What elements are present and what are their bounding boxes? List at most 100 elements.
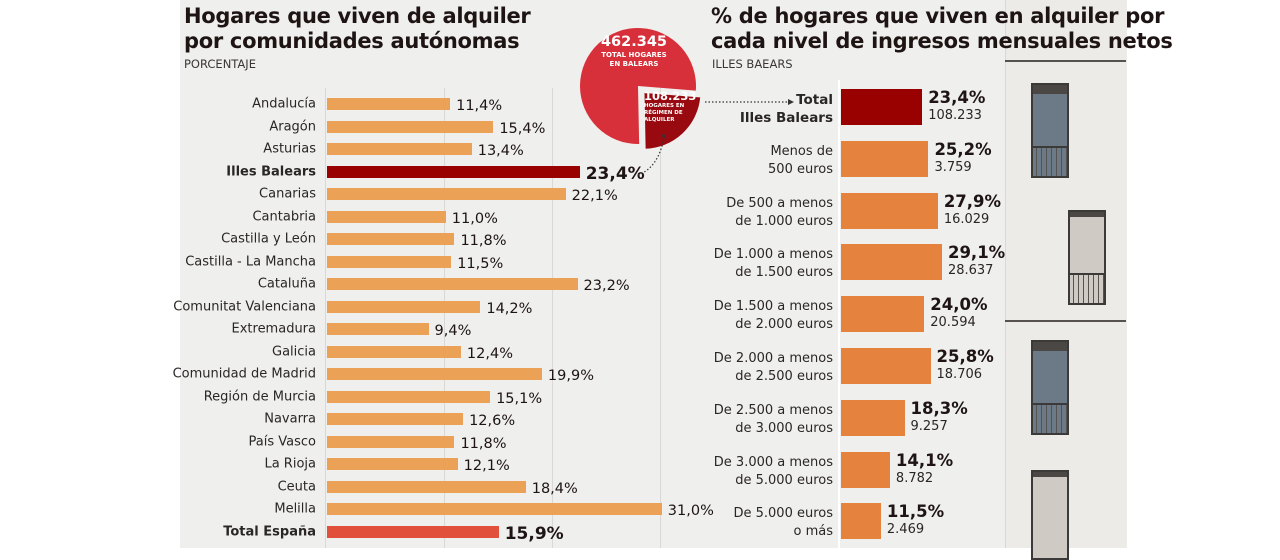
income-bar-percent: 29,1% [947,243,1006,263]
income-category-label: De 2.000 a menos de 2.500 euros [713,351,833,384]
bar-value-label: 12,4% [466,345,513,362]
income-bar-households: 16.029 [943,211,990,227]
building-window [1068,210,1106,305]
income-bar [841,399,905,436]
right-chart-title: % de hogares que viven en alquiler por c… [711,4,1173,54]
bar [327,210,446,223]
income-bar-percent: 11,5% [886,502,945,522]
income-bar-percent: 25,8% [936,347,994,366]
income-bar [841,451,890,488]
bar-value-label: 19,9% [547,368,594,384]
bar [327,143,472,155]
income-bar [841,89,923,125]
pie-chart [580,28,703,151]
bar [327,503,662,515]
bar-value-label: 11,4% [456,98,503,114]
right-chart-subtitle: ILLES BAEARS [712,57,793,71]
left-chart-title-line2: por comunidades autónomas [184,29,520,53]
bar-value-label: 9,4% [434,323,472,339]
income-bar-percent: 23,4% [928,88,986,107]
arrow-head-icon [788,99,794,105]
category-label: País Vasco [248,434,316,449]
pie-total-value: 462.345 [600,34,668,50]
bar-value-label: 15,1% [496,390,543,407]
bar-value-label: 31,0% [667,503,714,519]
income-bar-percent: 25,2% [934,139,992,159]
income-bar [841,140,929,177]
income-bar [841,192,938,229]
income-bar [841,348,931,384]
bar [327,458,458,470]
pie-slice-label: 108.233 HOGARES EN RÉGIMEN DE ALQUILER [644,90,700,124]
pie-slice-value: 108.233 [644,89,697,103]
left-chart-title: Hogares que viven de alquiler por comuni… [184,4,531,54]
category-label: Aragón [269,119,316,134]
income-bar-households: 18.706 [936,367,983,382]
category-label: Navarra [264,411,316,427]
category-label: Asturias [263,141,316,157]
bar [327,390,491,403]
bar-value-label: 15,9% [504,523,564,544]
income-bar-households: 9.257 [910,418,948,434]
category-label: Canarias [259,186,316,202]
category-label: Andalucía [252,96,316,112]
category-label: Comunidad de Madrid [172,366,316,382]
category-label: Región de Murcia [203,389,316,404]
category-label: Cantabria [252,209,316,224]
bar [327,165,580,178]
pie-slice-text: RÉGIMEN DE [644,110,683,116]
bar [327,525,499,538]
pie-slice-text: ALQUILER [644,117,675,123]
bar-value-label: 12,6% [469,413,516,429]
income-category-label: De 2.500 a menos de 3.000 euros [713,402,833,436]
bar [327,413,464,425]
income-bar [841,503,881,540]
income-bar-percent: 24,0% [930,295,988,315]
bar-value-label: 12,1% [463,458,510,474]
gridline [443,88,445,548]
left-chart-subtitle: PORCENTAJE [184,57,256,71]
income-category-label: De 500 a menos de 1.000 euros [726,195,833,229]
right-chart-title-line2: cada nivel de ingresos mensuales netos [711,29,1173,53]
income-bar-households: 8.782 [895,470,934,486]
income-bar-percent: 18,3% [910,398,968,418]
bar-value-label: 22,1% [571,188,618,204]
income-category-label: Menos de 500 euros [768,143,833,177]
pie-slice-rental [642,90,703,151]
infographic-background [180,0,1126,548]
category-label: Melilla [274,501,316,517]
bar-value-label: 18,4% [531,480,578,497]
bar [327,368,542,380]
pie-total-label: 462.345 TOTAL HOGARES EN BALEARS [592,34,676,69]
category-label: Extremadura [231,321,317,337]
connectors [637,99,794,176]
category-label: Castilla y León [221,231,316,247]
pie-connector-dotted-line [637,137,665,176]
income-category-label: De 5.000 euros o más [733,506,833,540]
category-label: Comunitat Valenciana [173,299,316,314]
left-chart-title-line1: Hogares que viven de alquiler [184,4,531,28]
gridline [551,88,553,548]
bar-value-label: 23,4% [585,163,645,184]
building-floor-line [1005,320,1126,322]
bar-value-label: 11,8% [460,435,507,452]
income-category-label: De 3.000 a menos de 5.000 euros [713,454,833,488]
pie-total-text: EN BALEARS [609,60,659,68]
income-bar-households: 2.469 [886,522,925,538]
right-chart-title-line1: % de hogares que viven en alquiler por [711,4,1165,28]
bar [327,188,566,200]
income-bar-percent: 14,1% [895,450,954,470]
bar [327,435,455,448]
income-bar [841,296,925,333]
bar [327,120,494,133]
connector-dot [662,134,666,138]
income-bar-households: 28.637 [947,263,994,279]
bar [327,98,451,110]
building-window [1031,83,1069,178]
bar [327,300,481,313]
bar-value-label: 14,2% [486,300,533,317]
left-axis-line [325,88,326,548]
income-bar-households: 3.759 [934,159,972,175]
pie-slice-text: HOGARES EN [644,103,685,109]
bar-value-label: 11,5% [457,255,504,272]
